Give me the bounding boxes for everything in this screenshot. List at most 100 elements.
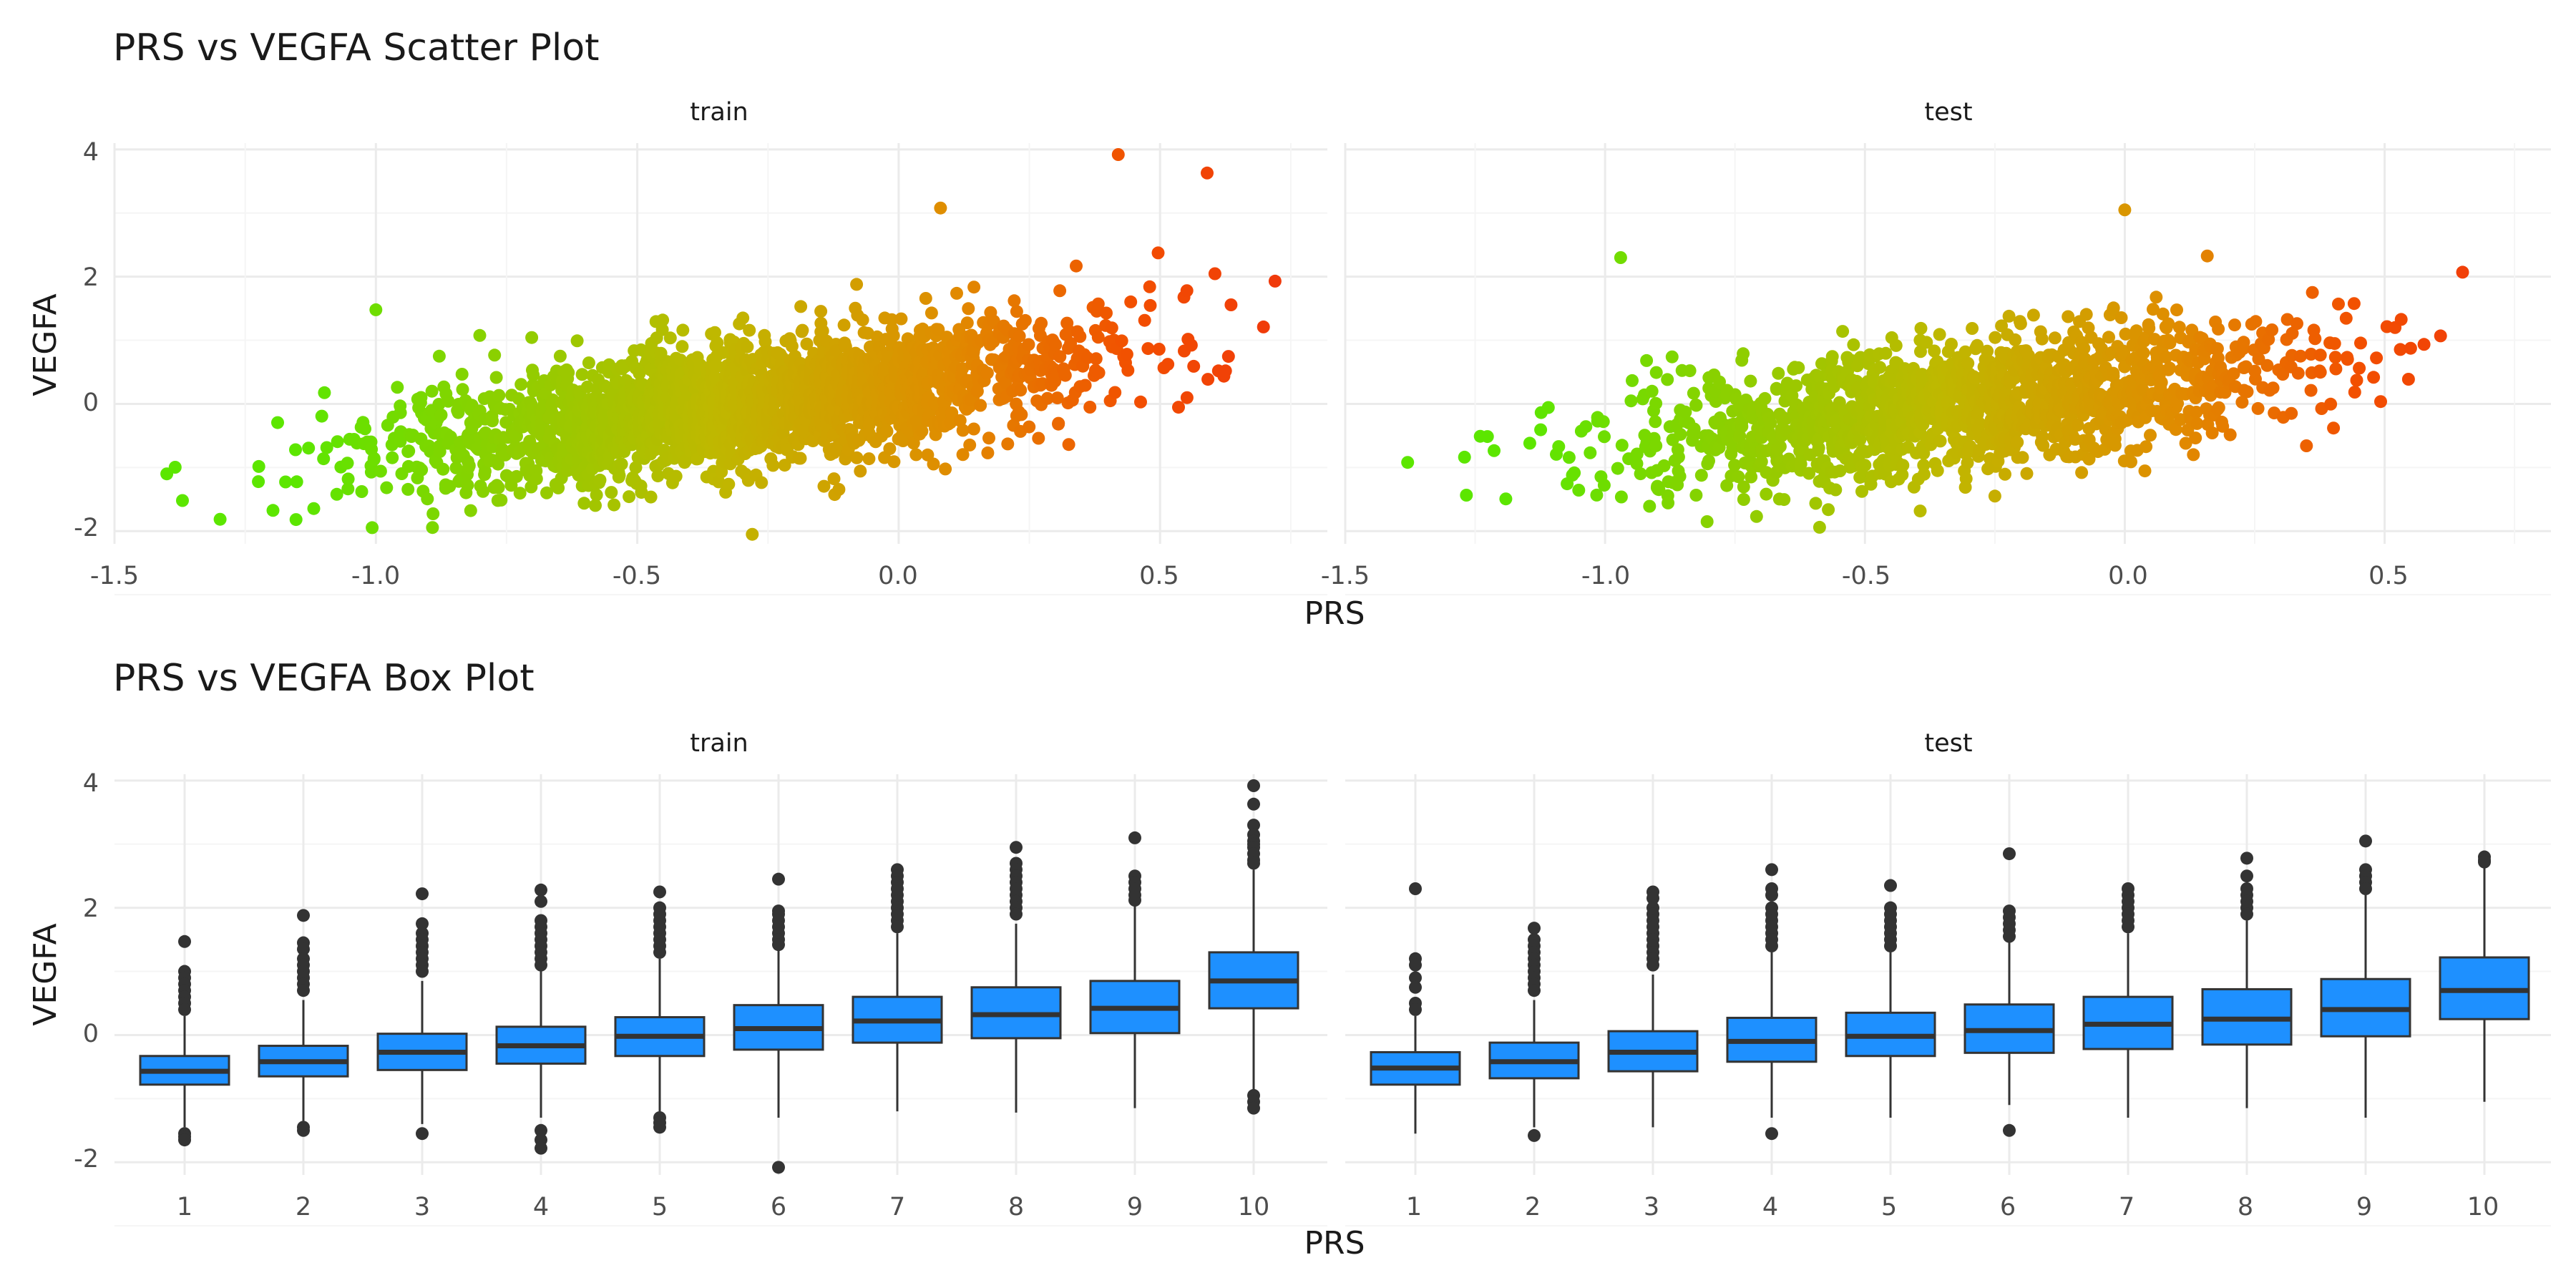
scatter-point xyxy=(1735,420,1749,434)
scatter-point xyxy=(2137,346,2150,360)
scatter-point xyxy=(1151,246,1165,260)
scatter-point xyxy=(1091,331,1105,344)
scatter-point xyxy=(1552,440,1566,454)
box-test-x-tick: 5 xyxy=(1881,1193,1897,1221)
scatter-point xyxy=(1812,441,1825,454)
box-outlier xyxy=(1528,984,1541,997)
box-outlier xyxy=(297,942,310,956)
scatter-point xyxy=(850,451,864,464)
scatter-point xyxy=(1737,480,1750,494)
box-test-x-tick: 9 xyxy=(2356,1193,2372,1221)
scatter-point xyxy=(2434,329,2447,343)
scatter-point xyxy=(1665,350,1679,364)
scatter-point xyxy=(1640,353,1654,367)
scatter-point xyxy=(1683,364,1697,378)
scatter-point xyxy=(613,469,626,482)
scatter-point xyxy=(2237,336,2250,349)
scatter-point xyxy=(2235,396,2249,409)
scatter-point xyxy=(2119,327,2132,341)
scatter-point xyxy=(1257,320,1270,333)
scatter-point xyxy=(854,464,867,478)
scatter-point xyxy=(1124,295,1138,308)
scatter-point xyxy=(915,424,929,438)
scatter-point xyxy=(330,487,343,501)
scatter-point xyxy=(827,472,841,486)
scatter-test-x-tick: -1.5 xyxy=(1321,562,1370,590)
box-outlier xyxy=(1247,819,1260,832)
scatter-point xyxy=(1726,441,1740,454)
scatter-y-tick: 2 xyxy=(83,263,99,292)
scatter-point xyxy=(1728,459,1742,472)
scatter-point xyxy=(837,318,851,332)
box-y-tick: 0 xyxy=(83,1020,99,1048)
box-outlier xyxy=(1128,894,1141,907)
scatter-point xyxy=(1989,331,2002,344)
scatter-point xyxy=(1078,379,1092,392)
box-outlier xyxy=(1409,980,1422,994)
scatter-point xyxy=(1143,298,1157,312)
scatter-point xyxy=(358,422,371,436)
scatter-point xyxy=(2401,373,2415,386)
scatter-train-x-tick: -1.5 xyxy=(90,562,139,590)
box-outlier xyxy=(2240,852,2253,865)
scatter-point xyxy=(1062,438,1075,452)
scatter-point xyxy=(2035,332,2049,346)
box-outlier xyxy=(1010,907,1023,921)
scatter-point xyxy=(489,371,503,384)
scatter-point xyxy=(1961,456,1974,469)
scatter-point xyxy=(1689,489,1703,502)
scatter-point xyxy=(2071,419,2084,431)
scatter-point xyxy=(1966,322,1979,335)
scatter-point xyxy=(1201,373,1215,386)
scatter-point xyxy=(1833,464,1847,477)
box-train-x-tick: 10 xyxy=(1238,1193,1270,1221)
box-test-x-tick: 10 xyxy=(2467,1193,2499,1221)
scatter-point xyxy=(464,504,477,517)
scatter-point xyxy=(1694,469,1708,482)
box-outlier xyxy=(653,885,666,899)
scatter-point xyxy=(444,430,457,444)
scatter-point xyxy=(1089,352,1103,366)
scatter-point xyxy=(883,442,897,456)
scatter-point xyxy=(290,475,303,489)
scatter-point xyxy=(302,441,316,455)
scatter-point xyxy=(1649,366,1663,379)
scatter-point xyxy=(1458,450,1471,464)
scatter-point xyxy=(1201,166,1214,180)
scatter-point xyxy=(919,292,932,305)
scatter-point xyxy=(1737,493,1750,506)
scatter-point xyxy=(675,340,689,353)
scatter-point xyxy=(2285,326,2299,340)
box-test-x-tick: 8 xyxy=(2238,1193,2253,1221)
box-outlier xyxy=(535,1123,547,1137)
scatter-point xyxy=(655,323,669,336)
scatter-point xyxy=(580,380,594,394)
scatter-point xyxy=(1488,444,1501,457)
scatter-point xyxy=(2228,318,2241,332)
scatter-point xyxy=(1614,251,1627,264)
scatter-point xyxy=(2300,439,2313,452)
scatter-point xyxy=(1974,417,1987,431)
plot-marks xyxy=(139,148,2530,1174)
scatter-point xyxy=(1792,361,1805,374)
box-outlier xyxy=(1409,958,1422,972)
scatter-point xyxy=(743,323,756,337)
scatter-point xyxy=(956,424,970,437)
scatter-point xyxy=(2014,317,2027,331)
box-outlier xyxy=(2478,855,2491,869)
scatter-point xyxy=(712,475,726,489)
scatter-point xyxy=(2205,426,2219,439)
scatter-point xyxy=(2260,358,2274,372)
scatter-point xyxy=(2324,397,2338,411)
scatter-point xyxy=(1657,459,1671,472)
scatter-point xyxy=(932,323,945,336)
scatter-train-x-tick: 0.5 xyxy=(1139,562,1179,590)
scatter-point xyxy=(2223,428,2237,441)
box-test-x-tick: 1 xyxy=(1406,1193,1422,1221)
scatter-point xyxy=(540,486,553,499)
scatter-point xyxy=(415,463,429,477)
scatter-point xyxy=(1933,434,1947,448)
scatter-point xyxy=(1847,338,1860,351)
scatter-point xyxy=(1092,366,1106,379)
scatter-point xyxy=(2016,451,2029,464)
